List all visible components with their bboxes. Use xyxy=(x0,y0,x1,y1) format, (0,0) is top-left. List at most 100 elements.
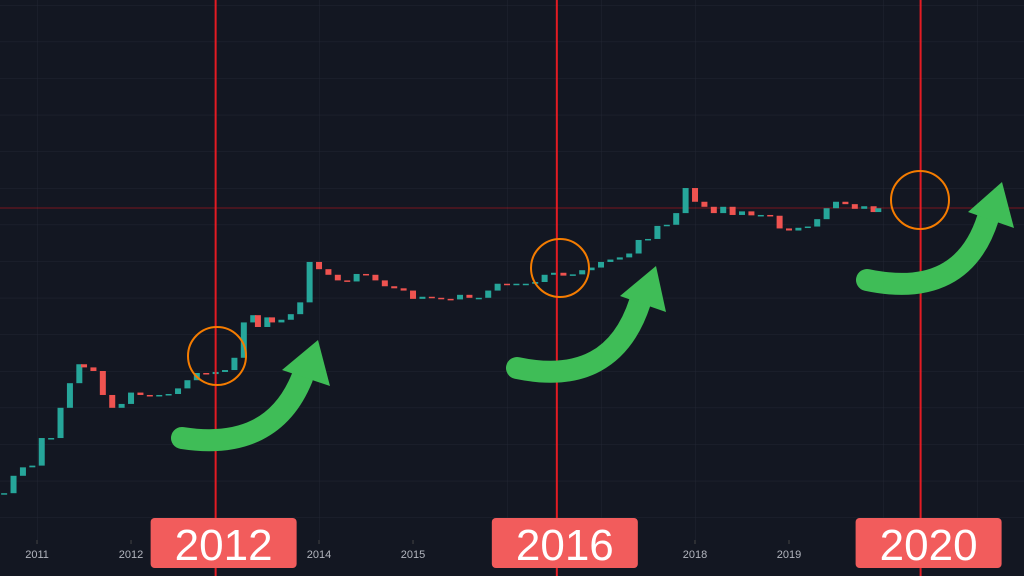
candle xyxy=(475,297,482,300)
candle xyxy=(146,394,153,397)
label-box xyxy=(855,518,1002,568)
candle xyxy=(654,225,661,239)
candle xyxy=(851,204,858,209)
candle xyxy=(297,302,304,315)
candle xyxy=(10,475,17,494)
candle xyxy=(598,261,605,268)
candle xyxy=(381,280,388,287)
arrows xyxy=(171,182,1014,452)
label-box xyxy=(491,518,638,568)
candle xyxy=(823,208,830,220)
candle xyxy=(38,438,45,466)
arrow xyxy=(171,367,313,452)
annotation-label: 2016 xyxy=(516,521,614,570)
candle xyxy=(875,208,882,213)
candle xyxy=(748,211,755,216)
candle xyxy=(344,280,351,282)
candle xyxy=(438,297,445,300)
candle xyxy=(287,314,294,320)
candle xyxy=(419,296,426,299)
candle xyxy=(626,253,633,258)
candle xyxy=(870,206,877,213)
candle xyxy=(494,283,501,291)
candle xyxy=(269,317,276,323)
candle xyxy=(457,294,464,300)
candle xyxy=(203,372,210,375)
candle xyxy=(607,259,614,262)
candle xyxy=(541,274,548,283)
highlight-circles xyxy=(187,170,950,386)
candle xyxy=(137,392,144,395)
candle xyxy=(353,273,360,282)
candle xyxy=(569,274,576,276)
candle xyxy=(29,465,36,468)
candle xyxy=(485,290,492,298)
candle xyxy=(776,215,783,229)
candle xyxy=(579,270,586,275)
candle xyxy=(692,188,699,202)
candle xyxy=(804,226,811,229)
candle xyxy=(786,228,793,231)
candle xyxy=(673,213,680,225)
candle xyxy=(616,257,623,260)
candle xyxy=(447,298,454,301)
candle xyxy=(588,267,595,271)
annotation-label: 2020 xyxy=(880,521,978,570)
label-box xyxy=(150,518,297,568)
candle xyxy=(504,283,511,286)
candle xyxy=(184,380,191,389)
candle xyxy=(560,272,567,276)
candle xyxy=(861,206,868,209)
x-tick-label: 2011 xyxy=(25,549,49,561)
candle xyxy=(118,403,125,408)
candle xyxy=(663,224,670,227)
candle xyxy=(814,219,821,227)
x-tick-label: 2019 xyxy=(777,549,801,561)
candle xyxy=(306,261,313,303)
candle xyxy=(240,322,247,358)
circle xyxy=(530,238,590,298)
candle xyxy=(701,201,708,207)
candle xyxy=(278,319,285,323)
candle xyxy=(90,367,97,371)
candle xyxy=(66,383,73,408)
candle xyxy=(410,290,417,299)
candle xyxy=(400,288,407,291)
candle xyxy=(99,370,106,395)
candle xyxy=(795,227,802,231)
arrow-head xyxy=(620,266,666,312)
candle xyxy=(334,274,341,281)
candle xyxy=(710,206,717,214)
arrow-head xyxy=(968,182,1014,228)
candle xyxy=(264,317,271,327)
candle xyxy=(767,214,774,217)
arrow xyxy=(856,207,999,295)
candle xyxy=(250,315,257,323)
candle xyxy=(175,388,182,394)
candle xyxy=(522,283,529,286)
candle xyxy=(81,364,88,368)
candle xyxy=(48,438,55,440)
x-tick-label: 2018 xyxy=(683,549,707,561)
candle xyxy=(325,269,332,275)
candle xyxy=(551,272,558,275)
candle xyxy=(757,214,764,217)
candle xyxy=(682,188,689,214)
circle xyxy=(187,326,247,386)
x-tick-label: 2015 xyxy=(401,549,425,561)
grid xyxy=(0,0,1024,540)
candle xyxy=(466,294,473,298)
annotation-label: 2012 xyxy=(175,521,273,570)
candle xyxy=(833,201,840,209)
candle xyxy=(128,392,135,404)
arrow xyxy=(506,291,651,383)
candle xyxy=(739,211,746,215)
candle xyxy=(231,357,238,371)
candle xyxy=(316,261,323,270)
candle xyxy=(156,394,163,397)
candle xyxy=(729,206,736,215)
candle xyxy=(428,296,435,299)
x-tick-label: 2014 xyxy=(307,549,331,561)
